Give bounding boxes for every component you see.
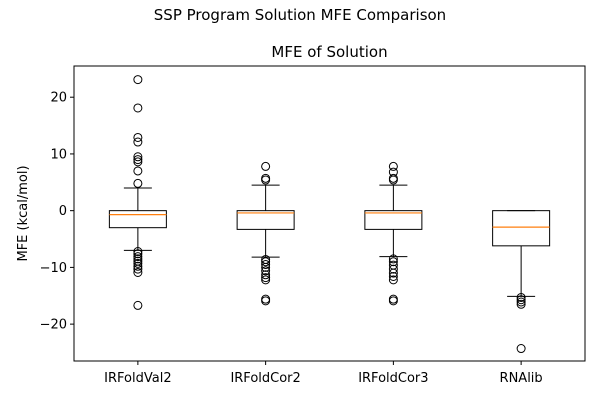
outlier-point [133,254,143,264]
outlier-point [133,137,143,147]
outlier-point [261,275,271,285]
outlier-point [261,270,271,280]
plot-frame [73,65,586,362]
outlier-point [261,273,271,283]
outlier-point [261,260,271,270]
x-tick-label: IRFoldCor2 [230,371,300,386]
y-tick-label: 20 [50,91,67,106]
x-axis: IRFoldVal2 IRFoldCor2 IRFoldCor3 RNAlib [104,361,543,386]
outlier-point [388,271,398,281]
box-irfoldval2 [108,75,167,310]
outlier-point [516,295,526,305]
outlier-point [516,297,526,307]
outlier-point [133,155,143,165]
outlier-point [133,247,143,257]
outlier-point [133,166,143,176]
outlier-point [261,262,271,272]
outlier-point [388,296,398,306]
box-irfoldcor3 [364,161,423,306]
x-tick-label: RNAlib [500,371,543,386]
plot-area [74,66,585,361]
iqr-box [236,210,295,230]
box-irfoldcor2 [236,161,295,306]
iqr-box [364,210,423,230]
y-tick-label: 0 [59,204,67,219]
outlier-point [133,103,143,113]
outlier-point [133,157,143,167]
outlier-point [133,264,143,274]
outlier-point [133,249,143,259]
outlier-point [388,275,398,285]
box-rnalib [492,210,551,354]
outlier-point [388,254,398,264]
outlier-point [388,268,398,278]
outlier-point [388,257,398,267]
outlier-point [133,252,143,262]
outlier-point [133,132,143,142]
outlier-point [261,266,271,276]
y-axis: −20 −10 0 10 20 [40,91,74,333]
y-tick-label: 10 [50,147,67,162]
outlier-point [388,161,398,171]
outlier-point [516,344,526,354]
outlier-point [261,257,271,267]
outlier-point [261,175,271,185]
outlier-point [516,299,526,309]
outlier-point [133,300,143,310]
y-tick-label: −20 [40,318,67,333]
outlier-point [388,264,398,274]
outlier-point [261,161,271,171]
figure-suptitle: SSP Program Solution MFE Comparison [154,6,446,24]
outlier-point [133,178,143,188]
iqr-box [108,210,167,229]
box-plot-layer [108,75,551,354]
chart-title: MFE of Solution [271,43,387,61]
x-tick-label: IRFoldCor3 [358,371,428,386]
outlier-point [133,152,143,162]
outlier-point [133,75,143,85]
outlier-point [133,258,143,268]
outlier-point [261,296,271,306]
outlier-point [133,261,143,271]
outlier-point [388,175,398,185]
outlier-point [516,292,526,302]
y-axis-label: MFE (kcal/mol) [16,165,31,261]
outlier-point [133,268,143,277]
y-tick-label: −10 [40,261,67,276]
iqr-box [492,210,551,247]
x-tick-label: IRFoldVal2 [104,371,171,386]
